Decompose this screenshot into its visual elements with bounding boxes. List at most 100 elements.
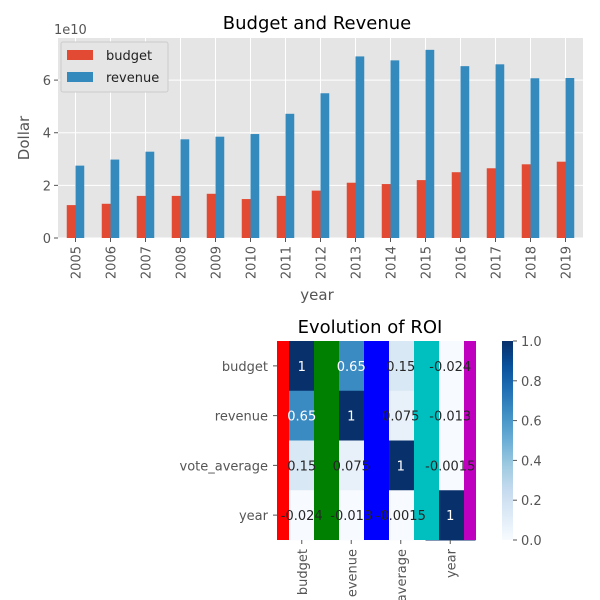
colorbar: 0.0 0.2 0.4 0.6 0.8 1.0 bbox=[502, 335, 542, 549]
bar-revenue-2016 bbox=[460, 66, 470, 238]
bar-chart: 2005 2006 2007 2008 2009 2010 2011 2012 2013 2014… bbox=[15, 13, 583, 304]
heatmap-cell-label: 1 bbox=[298, 360, 306, 375]
bar-budget-2018 bbox=[521, 164, 531, 238]
bar-legend: budget revenue bbox=[60, 41, 169, 93]
heatmap-title: Evolution of ROI bbox=[298, 317, 443, 338]
bar-revenue-2006 bbox=[110, 159, 120, 238]
bar-budget-2008 bbox=[171, 195, 181, 238]
legend-label-budget: budget bbox=[106, 49, 152, 64]
bar-budget-2019 bbox=[556, 161, 566, 238]
heatmap-color-stripes bbox=[277, 341, 476, 540]
bar-budget-2013 bbox=[346, 182, 356, 238]
colorbar-tick-label: 0.8 bbox=[521, 375, 542, 390]
y-tick-label: 0 bbox=[43, 232, 51, 247]
colorbar-gradient bbox=[502, 341, 513, 540]
heatmap-row-label: year bbox=[239, 509, 269, 524]
bar-revenue-2018 bbox=[530, 78, 540, 239]
colorbar-tick-label: 0.6 bbox=[521, 415, 542, 430]
x-tick-label: 2007 bbox=[140, 246, 155, 279]
x-tick-label: 2009 bbox=[210, 246, 225, 279]
bar-y-offset-label: 1e10 bbox=[54, 23, 87, 38]
legend-swatch-budget bbox=[67, 50, 93, 60]
heatmap-stripe bbox=[277, 341, 289, 540]
x-tick-label: 2018 bbox=[525, 246, 540, 279]
bar-revenue-2010 bbox=[250, 134, 260, 238]
heatmap-cell-label: 0.15 bbox=[386, 360, 415, 375]
colorbar-ticks: 0.0 0.2 0.4 0.6 0.8 1.0 bbox=[513, 335, 542, 549]
bar-budget-2006 bbox=[101, 203, 111, 238]
colorbar-tick-label: 1.0 bbox=[521, 335, 542, 350]
colorbar-tick-label: 0.4 bbox=[521, 454, 542, 469]
y-tick-label: 4 bbox=[43, 127, 51, 142]
bar-budget-2014 bbox=[381, 184, 391, 238]
bar-y-axis-label: Dollar bbox=[15, 115, 33, 160]
bar-revenue-2012 bbox=[320, 93, 330, 239]
x-tick-label: 2005 bbox=[70, 246, 85, 279]
bar-budget-2012 bbox=[311, 190, 321, 238]
bar-y-ticks: 0 2 4 6 bbox=[43, 74, 58, 247]
heatmap-row-label: revenue bbox=[215, 410, 268, 425]
legend-label-revenue: revenue bbox=[106, 71, 159, 86]
heatmap-stripe bbox=[464, 341, 476, 540]
heatmap-cell-label: 1 bbox=[446, 509, 454, 524]
heatmap-stripe bbox=[364, 341, 389, 540]
bar-revenue-2005 bbox=[75, 165, 85, 238]
x-tick-label: 2010 bbox=[245, 246, 260, 279]
heatmap-cell-label: 1 bbox=[397, 459, 405, 474]
bar-budget-2007 bbox=[136, 195, 146, 238]
bar-revenue-2008 bbox=[180, 139, 190, 238]
heatmap-column-label: year bbox=[444, 548, 459, 578]
heatmap-column-label: average bbox=[395, 549, 410, 600]
heatmap-cell-label: 0.15 bbox=[287, 459, 316, 474]
bar-revenue-2019 bbox=[565, 78, 575, 238]
bar-budget-2011 bbox=[276, 195, 286, 238]
heatmap-chart: Evolution of ROI 1 0.65 0.15 -0.024 0.65 1 0.0… bbox=[180, 317, 542, 600]
heatmap-row-label: vote_average bbox=[180, 459, 268, 474]
x-tick-label: 2013 bbox=[350, 246, 365, 279]
heatmap-cell-label: -0.013 bbox=[429, 410, 471, 425]
bar-revenue-2015 bbox=[425, 49, 435, 239]
heatmap-cell-label: 1 bbox=[347, 410, 355, 425]
heatmap-cell-label: 0.075 bbox=[382, 410, 419, 425]
bar-budget-2015 bbox=[416, 180, 426, 238]
bar-revenue-2009 bbox=[215, 136, 225, 238]
bar-chart-title: Budget and Revenue bbox=[223, 13, 411, 34]
x-tick-label: 2006 bbox=[105, 246, 120, 279]
x-tick-label: 2016 bbox=[455, 246, 470, 279]
bar-revenue-2014 bbox=[390, 60, 400, 238]
bar-marks bbox=[66, 49, 575, 239]
y-tick-label: 6 bbox=[43, 74, 51, 89]
colorbar-tick-label: 0.0 bbox=[521, 534, 542, 549]
heatmap-cell-label: -0.024 bbox=[429, 360, 471, 375]
bar-x-ticks: 2005 2006 2007 2008 2009 2010 2011 2012 2013 2014… bbox=[70, 238, 575, 279]
bar-x-axis-label: year bbox=[300, 286, 334, 304]
heatmap-column-label: evenue bbox=[345, 549, 360, 597]
y-tick-label: 2 bbox=[43, 179, 51, 194]
bar-revenue-2013 bbox=[355, 56, 365, 238]
heatmap-cell-label: 0.65 bbox=[287, 410, 316, 425]
bar-budget-2005 bbox=[66, 205, 76, 238]
x-tick-label: 2017 bbox=[490, 246, 505, 279]
x-tick-label: 2014 bbox=[385, 246, 400, 279]
heatmap-stripe bbox=[414, 341, 439, 540]
colorbar-tick-label: 0.2 bbox=[521, 494, 542, 509]
heatmap-cell-label: -0.024 bbox=[281, 509, 323, 524]
bar-revenue-2017 bbox=[495, 64, 505, 238]
heatmap-cell-label: 0.65 bbox=[337, 360, 366, 375]
bar-budget-2010 bbox=[241, 199, 251, 238]
heatmap-cell-label: -0.0015 bbox=[376, 509, 426, 524]
heatmap-row-label: budget bbox=[222, 360, 268, 375]
heatmap-cell-label: -0.013 bbox=[330, 509, 372, 524]
bar-budget-2017 bbox=[486, 168, 496, 238]
heatmap-cell-label: 0.075 bbox=[333, 459, 370, 474]
bar-budget-2016 bbox=[451, 172, 461, 238]
heatmap-stripe bbox=[314, 341, 339, 540]
heatmap-cell-labels: 1 0.65 0.15 -0.024 0.65 1 0.075 -0.013 0.15 0.075… bbox=[281, 360, 476, 524]
x-tick-label: 2015 bbox=[420, 246, 435, 279]
x-tick-label: 2008 bbox=[175, 246, 190, 279]
x-tick-label: 2012 bbox=[315, 246, 330, 279]
bar-budget-2009 bbox=[206, 193, 216, 238]
bar-revenue-2011 bbox=[285, 113, 295, 238]
